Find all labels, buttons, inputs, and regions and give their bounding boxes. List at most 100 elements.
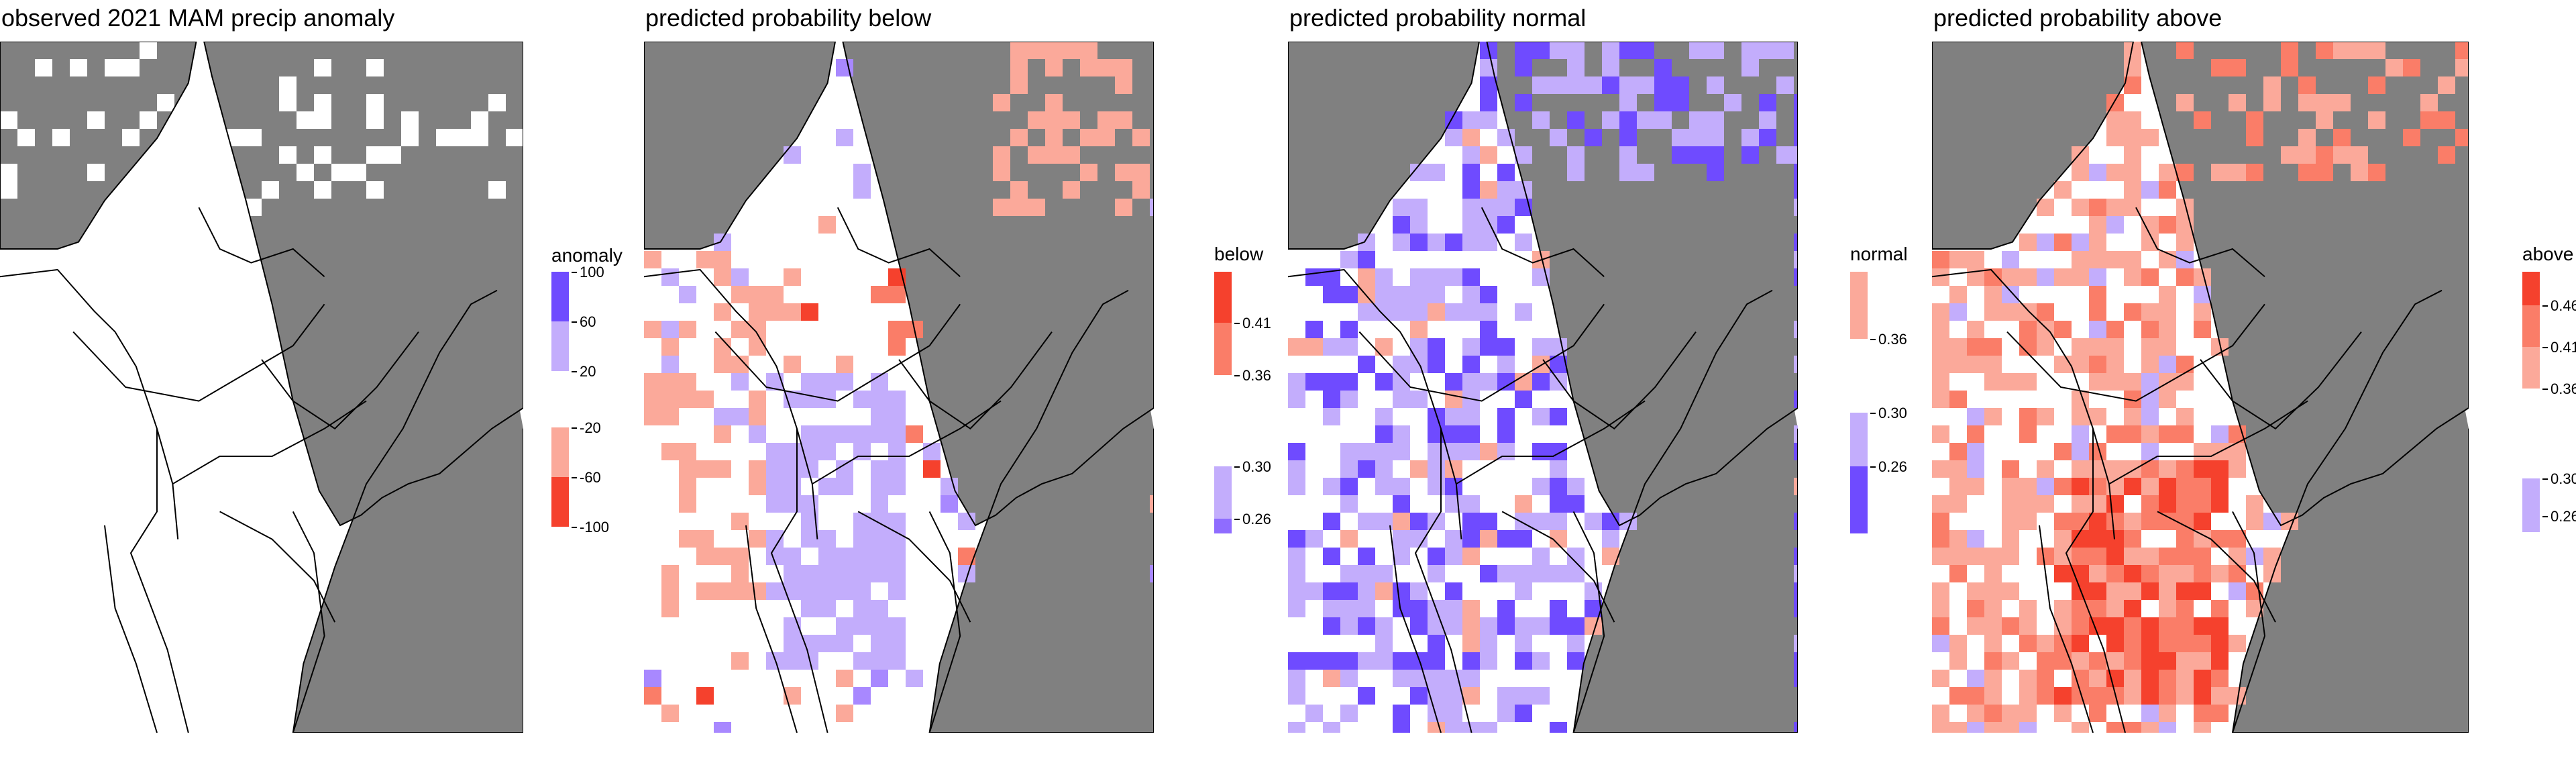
- grid-cell: [1984, 338, 2002, 356]
- grid-cell: [1480, 181, 1497, 199]
- grid-cell: [2159, 286, 2176, 303]
- grid-cell: [1515, 687, 1532, 705]
- grid-cell: [2054, 356, 2072, 373]
- grid-cell: [2037, 460, 2054, 478]
- grid-cells: [644, 42, 1154, 733]
- grid-cell: [2072, 530, 2089, 548]
- grid-cell: [2054, 530, 2072, 548]
- grid-cell: [1984, 652, 2002, 670]
- grid-cell: [2368, 42, 2385, 59]
- grid-cell: [2263, 565, 2281, 582]
- grid-cell: [1949, 652, 1967, 670]
- grid-cell: [1550, 42, 1567, 59]
- grid-cell: [766, 495, 784, 513]
- grid-cell: [2106, 530, 2124, 548]
- grid-cell: [2211, 530, 2229, 548]
- grid-cell: [2316, 42, 2333, 59]
- grid-cell: [2194, 513, 2211, 530]
- grid-cell: [1550, 76, 1567, 94]
- grid-cell: [2176, 617, 2194, 635]
- grid-cell: [1410, 303, 1428, 321]
- grid-cell: [1375, 373, 1393, 391]
- grid-cell: [1288, 565, 1305, 582]
- land-mask-north: [0, 42, 197, 249]
- grid-cell: [1323, 373, 1340, 391]
- grid-cell: [1619, 76, 1637, 94]
- grid-cell: [714, 268, 731, 286]
- grid-cell: [1776, 42, 1794, 59]
- grid-cell: [2159, 705, 2176, 722]
- grid-cell: [2159, 582, 2176, 600]
- grid-cell: [1984, 617, 2002, 635]
- grid-cell: [2176, 582, 2194, 600]
- grid-cell: [1984, 565, 2002, 582]
- grid-cell: [2141, 460, 2159, 478]
- grid-cell: [227, 129, 244, 146]
- grid-cell: [2019, 617, 2037, 635]
- grid-cell: [1949, 530, 1967, 548]
- grid-cell: [2072, 251, 2089, 268]
- grid-cell: [2072, 722, 2089, 733]
- grid-cell: [1550, 617, 1567, 635]
- grid-cell: [1619, 42, 1637, 59]
- grid-cell: [2159, 600, 2176, 617]
- grid-cell: [2019, 600, 2037, 617]
- grid-cell: [2229, 460, 2246, 478]
- grid-cell: [1497, 425, 1515, 443]
- grid-cell: [871, 286, 888, 303]
- grid-cell: [2037, 478, 2054, 495]
- legend-label: 60: [580, 313, 596, 330]
- grid-cell: [2072, 425, 2089, 443]
- grid-cell: [1672, 94, 1689, 111]
- grid-cell: [1932, 303, 1949, 321]
- grid-cell: [2141, 425, 2159, 443]
- grid-cell: [1462, 670, 1480, 687]
- grid-cell: [1585, 513, 1602, 530]
- grid-cell: [1949, 391, 1967, 408]
- grid-cell: [1967, 321, 1984, 338]
- grid-cell: [836, 670, 853, 687]
- grid-cell: [1567, 164, 1585, 181]
- grid-cell: [2002, 373, 2019, 391]
- grid-cell: [2106, 164, 2124, 181]
- grid-cell: [2054, 181, 2072, 199]
- grid-cell: [2263, 76, 2281, 94]
- grid-cell: [262, 181, 279, 199]
- grid-cell: [1323, 513, 1340, 530]
- country-borders: [1932, 42, 2469, 733]
- grid-cell: [2072, 635, 2089, 652]
- grid-cell: [2141, 338, 2159, 356]
- grid-cell: [2054, 687, 2072, 705]
- grid-cell: [766, 303, 784, 321]
- grid-cell: [1358, 687, 1375, 705]
- grid-cell: [2124, 111, 2141, 129]
- grid-cell: [1045, 59, 1063, 76]
- grid-cell: [2037, 652, 2054, 670]
- grid-cell: [1794, 565, 1798, 582]
- grid-cell: [2194, 635, 2211, 652]
- grid-cell: [1707, 164, 1724, 181]
- grid-cell: [2054, 635, 2072, 652]
- grid-cell: [1984, 670, 2002, 687]
- grid-cell: [801, 600, 818, 617]
- grid-cell: [871, 548, 888, 565]
- grid-cell: [1550, 478, 1567, 495]
- grid-cell: [1340, 286, 1358, 303]
- grid-cell: [2124, 478, 2141, 495]
- grid-cell: [1462, 129, 1480, 146]
- grid-cell: [1340, 373, 1358, 391]
- grid-cell: [87, 111, 105, 129]
- grid-cell: [853, 181, 871, 199]
- grid-cell: [1462, 495, 1480, 513]
- grid-cell: [2124, 582, 2141, 600]
- grid-cell: [1967, 670, 1984, 687]
- legend-label: 0.30: [1242, 458, 1271, 475]
- grid-cell: [1462, 268, 1480, 286]
- grid-cell: [2176, 268, 2194, 286]
- grid-cell: [1288, 460, 1305, 478]
- grid-cell: [2072, 600, 2089, 617]
- ocean-mask: [1573, 290, 1798, 733]
- grid-cell: [2019, 478, 2037, 495]
- grid-cell: [2176, 42, 2194, 59]
- grid-cell: [853, 652, 871, 670]
